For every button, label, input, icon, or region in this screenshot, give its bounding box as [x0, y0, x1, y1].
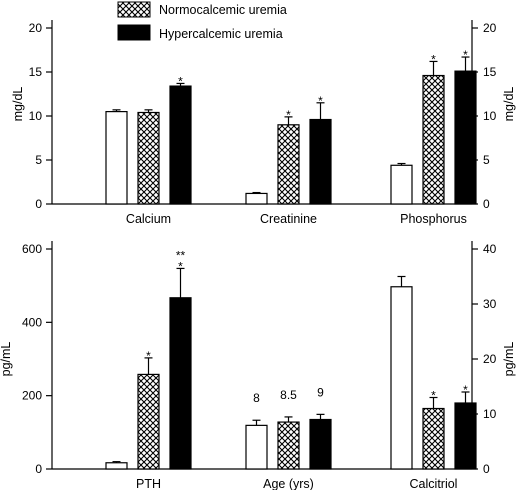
top-bar-normocalcemic: [422, 74, 445, 205]
bottom-significance-marker: *: [431, 389, 436, 403]
top-category-label: Phosphorus: [400, 212, 467, 226]
top-significance-marker: *: [318, 94, 323, 108]
top-bar-control: [105, 110, 128, 205]
bottom-left-tick-label: 600: [22, 242, 42, 256]
bottom-bar-normocalcemic: [277, 421, 300, 470]
bottom-left-y-axis-label: pg/mL: [0, 342, 13, 377]
top-panel: mg/dL mg/dL 0 5 10 15 20 0 5 10 15 20 * Calcium * * Cr…: [11, 20, 516, 226]
bottom-data-label: 8.5: [280, 388, 297, 402]
top-left-tick-label: 10: [29, 109, 43, 123]
legend: Normocalcemic uremia Hypercalcemic uremi…: [117, 1, 287, 41]
top-left-tick-label: 15: [29, 65, 43, 79]
top-category-label: Calcium: [126, 212, 171, 226]
top-significance-marker: *: [286, 108, 291, 122]
top-bar-normocalcemic: [137, 111, 160, 205]
bottom-significance-marker: *: [463, 383, 468, 397]
bottom-right-tick-label: 40: [483, 242, 497, 256]
top-right-tick-label: 0: [483, 197, 490, 211]
bottom-bar-control: [390, 286, 413, 470]
bottom-right-tick-label: 0: [483, 462, 490, 476]
bottom-category-label: PTH: [136, 477, 161, 490]
top-bar-control: [390, 164, 413, 205]
bottom-right-tick-label: 30: [483, 297, 497, 311]
top-left-tick-label: 0: [35, 197, 42, 211]
top-right-y-axis-label: mg/dL: [502, 87, 516, 122]
top-right-tick-label: 15: [483, 65, 497, 79]
bottom-right-y-axis-label: pg/mL: [502, 342, 516, 377]
top-bar-normocalcemic: [277, 124, 300, 205]
bottom-right-tick-label: 10: [483, 407, 497, 421]
legend-swatch-normocalcemic: [117, 1, 151, 18]
bottom-bar-normocalcemic: [137, 373, 160, 470]
bottom-left-tick-label: 0: [35, 462, 42, 476]
bottom-category-label: Calcitriol: [410, 477, 458, 490]
top-bar-hypercalcemic: [309, 118, 332, 205]
bottom-category-label: Age (yrs): [263, 477, 314, 490]
top-bar-hypercalcemic: [454, 70, 477, 205]
bottom-data-label: 8: [253, 391, 260, 405]
bottom-significance-marker: *: [146, 349, 151, 363]
bottom-bar-hypercalcemic: [309, 418, 332, 470]
top-right-tick-label: 5: [483, 153, 490, 167]
top-right-tick-label: 20: [483, 21, 497, 35]
legend-label-normocalcemic: Normocalcemic uremia: [159, 3, 287, 17]
top-bar-control: [245, 192, 268, 205]
bottom-bar-normocalcemic: [422, 407, 445, 470]
bottom-bar-control: [105, 462, 128, 470]
top-left-tick-label: 20: [29, 21, 43, 35]
bottom-bar-hypercalcemic: [169, 297, 192, 470]
bottom-left-tick-label: 400: [22, 315, 42, 329]
top-left-y-axis-label: mg/dL: [11, 87, 25, 122]
bottom-significance-marker: **: [176, 248, 186, 262]
bottom-bar-hypercalcemic: [454, 402, 477, 470]
top-right-tick-label: 10: [483, 109, 497, 123]
top-left-tick-label: 5: [35, 153, 42, 167]
top-significance-marker: *: [178, 74, 183, 88]
legend-swatch-hypercalcemic: [117, 24, 151, 41]
bottom-left-tick-label: 200: [22, 389, 42, 403]
top-bar-hypercalcemic: [169, 85, 192, 205]
top-significance-marker: *: [463, 48, 468, 62]
bottom-right-tick-label: 20: [483, 352, 497, 366]
top-category-label: Creatinine: [260, 212, 317, 226]
legend-label-hypercalcemic: Hypercalcemic uremia: [159, 27, 283, 41]
bottom-bar-control: [245, 424, 268, 470]
bottom-data-label: 9: [317, 385, 324, 399]
bottom-significance-marker: *: [178, 259, 183, 273]
top-significance-marker: *: [431, 52, 436, 66]
